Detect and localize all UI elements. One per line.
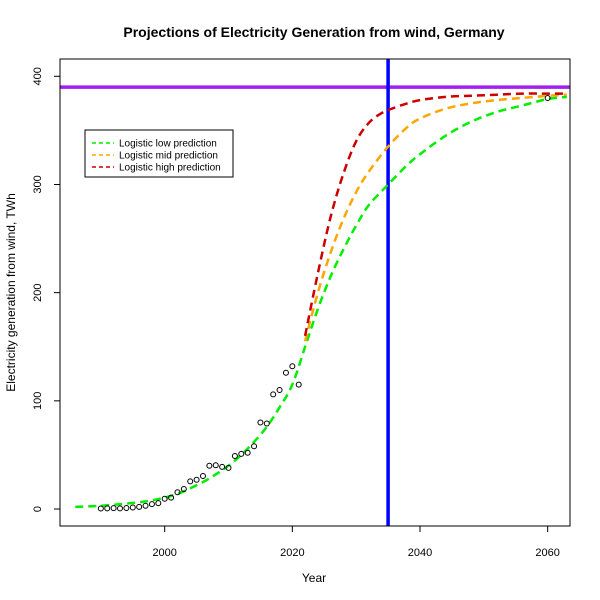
x-axis-label: Year	[302, 571, 326, 585]
legend-label-0: Logistic low prediction	[119, 139, 217, 150]
observed-point	[174, 489, 181, 496]
observed-point	[193, 476, 200, 483]
y-tick-label: 200	[32, 283, 44, 301]
observed-point	[117, 505, 123, 512]
observed-point	[161, 495, 168, 502]
observed-point	[199, 473, 206, 480]
observed-point	[225, 464, 232, 471]
plot-area	[60, 59, 570, 526]
observed-point	[219, 463, 226, 470]
observed-point	[97, 505, 104, 512]
observed-point	[544, 94, 551, 101]
y-axis: 0 100 200 300 400	[32, 67, 60, 512]
observed-point	[168, 494, 175, 501]
x-tick-label: 2020	[280, 547, 304, 559]
series-line-2	[303, 92, 567, 337]
observed-point	[212, 462, 219, 469]
observed-point	[251, 443, 258, 450]
legend-label-2: Logistic high prediction	[119, 163, 221, 174]
x-tick-label: 2060	[535, 547, 559, 559]
x-tick-label: 2040	[408, 547, 432, 559]
observed-point	[231, 453, 238, 460]
observed-point	[276, 387, 283, 394]
observed-point	[238, 450, 245, 457]
observed-point	[282, 369, 289, 376]
y-tick-label: 300	[32, 175, 44, 193]
observed-point	[129, 504, 136, 511]
series-line-1	[303, 93, 567, 342]
observed-point	[244, 449, 251, 456]
y-tick-label: 100	[32, 392, 44, 410]
observed-point	[148, 501, 155, 508]
observed-point	[295, 381, 302, 388]
series-line-0	[75, 95, 567, 509]
observed-point	[180, 486, 187, 493]
y-axis-label: Electricity generation from wind, TWh	[4, 193, 18, 392]
observed-point	[270, 391, 277, 398]
observed-point	[136, 503, 143, 510]
plot-frame	[59, 58, 571, 527]
observed-point	[123, 505, 130, 512]
observed-point	[206, 462, 213, 469]
observed-point	[155, 500, 162, 507]
chart-title: Projections of Electricity Generation fr…	[123, 24, 504, 40]
y-tick-label: 400	[32, 67, 44, 85]
observed-point	[110, 505, 117, 512]
observed-point	[142, 502, 149, 509]
observed-point	[104, 505, 111, 512]
observed-point	[257, 419, 264, 426]
y-tick-label: 0	[32, 506, 44, 512]
observed-point	[263, 420, 270, 427]
observed-point	[187, 478, 194, 485]
legend-box	[84, 129, 234, 178]
x-axis: 2000 2020 2040 2060	[152, 526, 560, 559]
legend-label-1: Logistic mid prediction	[119, 151, 218, 162]
observed-point	[289, 363, 296, 370]
x-tick-label: 2000	[152, 547, 176, 559]
